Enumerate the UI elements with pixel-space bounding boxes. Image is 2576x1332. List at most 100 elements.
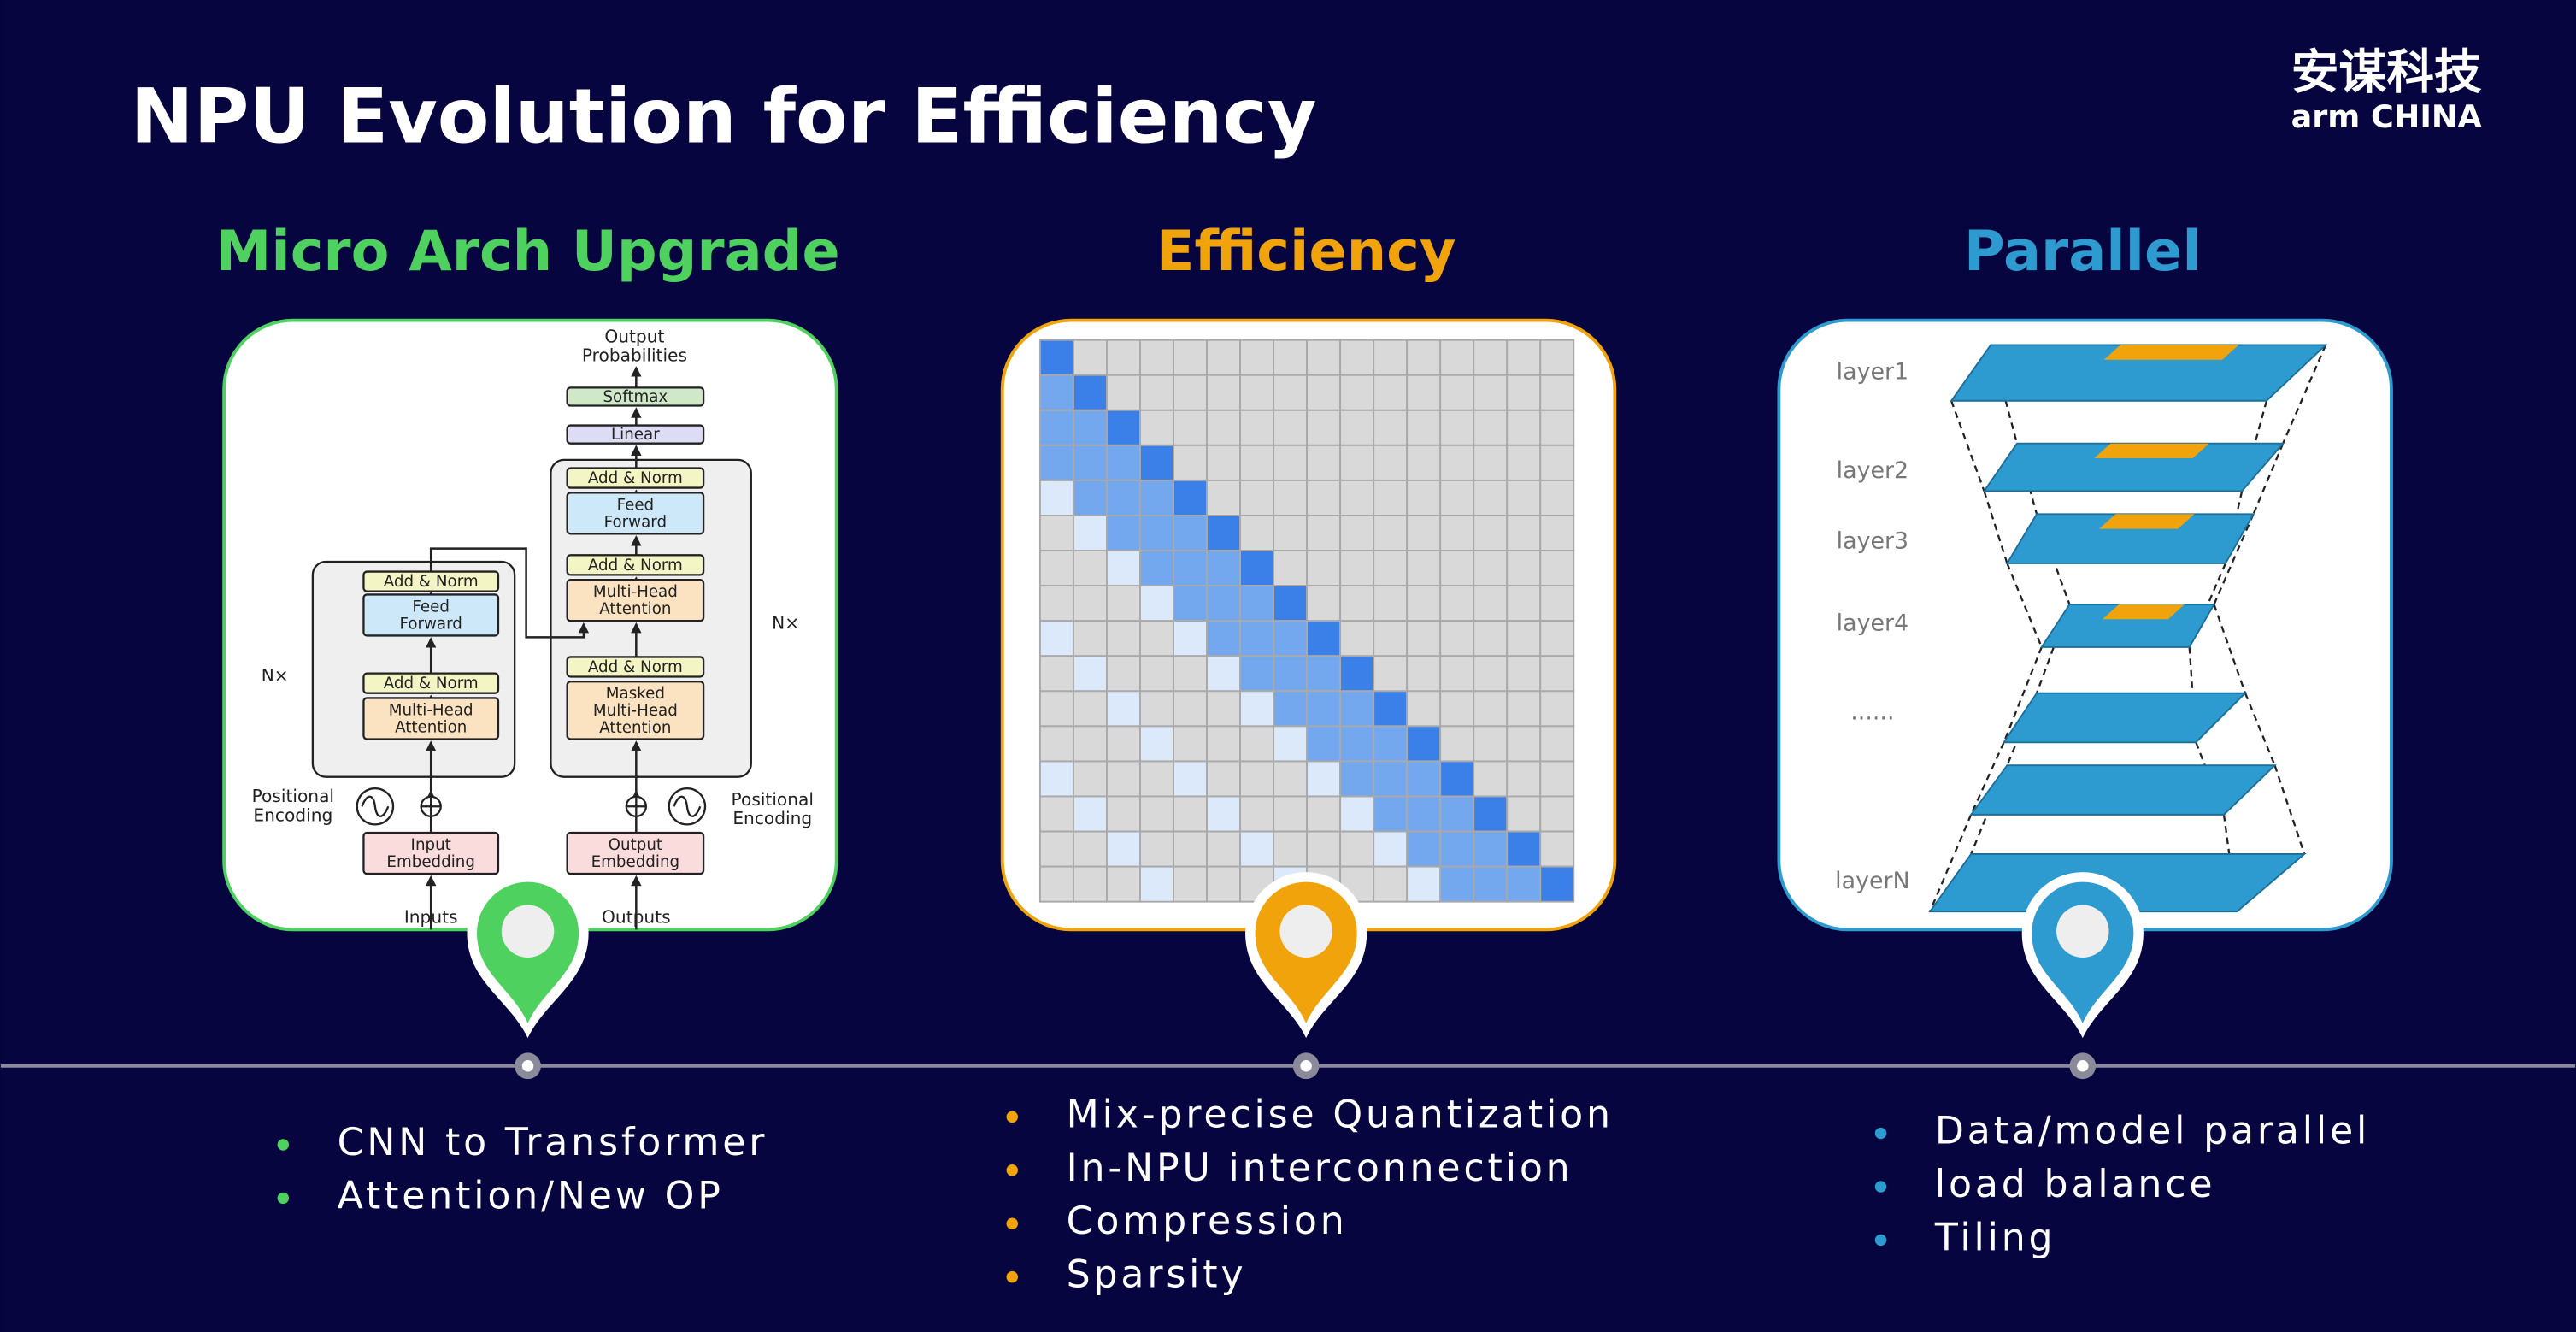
matrix-cell [1539, 620, 1575, 657]
layer-plane [1969, 764, 2277, 816]
matrix-cell [1539, 339, 1575, 376]
matrix-cell [1206, 655, 1242, 693]
matrix-cell [1038, 515, 1074, 552]
matrix-cell [1173, 760, 1208, 798]
diagram-box [362, 570, 500, 592]
diagram-label-line: Forward [604, 513, 667, 531]
bullet-text: In-NPU interconnection [1067, 1146, 1573, 1190]
matrix-cell [1539, 795, 1575, 833]
matrix-cell [1105, 585, 1141, 622]
matrix-cell [1038, 725, 1074, 763]
matrix-cell [1105, 690, 1141, 728]
diagram-label-line: Output [609, 836, 662, 854]
matrix-cell [1373, 585, 1409, 622]
matrix-cell [1473, 760, 1509, 798]
column-title: Parallel [1964, 219, 2202, 284]
matrix-cell [1072, 550, 1108, 587]
matrix-cell [1373, 515, 1409, 552]
matrix-cell [1373, 550, 1409, 587]
layer-connector [1929, 814, 1973, 912]
matrix-cell [1105, 339, 1141, 376]
matrix-cell [1506, 585, 1542, 622]
matrix-cell [1206, 795, 1242, 833]
layer-connector [1970, 741, 2005, 816]
matrix-cell [1173, 620, 1208, 657]
add-icon-cross [626, 796, 646, 816]
matrix-cell [1373, 655, 1409, 693]
matrix-cell [1339, 690, 1375, 728]
matrix-cell [1038, 620, 1074, 657]
matrix-cell [1273, 620, 1309, 657]
layer-connector [2244, 693, 2276, 766]
diagram-label: Add & Norm [384, 675, 479, 693]
matrix-cell [1173, 550, 1208, 587]
matrix-cell [1306, 444, 1342, 481]
matrix-cell [1339, 830, 1375, 868]
layer-connector [2213, 513, 2255, 605]
diagram-label: Linear [611, 426, 660, 444]
matrix-cell [1439, 444, 1475, 481]
layer-tile [2103, 345, 2239, 360]
layer-tile [2099, 514, 2195, 529]
matrix-cell [1306, 479, 1342, 516]
matrix-cell [1105, 760, 1141, 798]
matrix-cell [1173, 374, 1208, 411]
diagram-label: Positional Encoding [252, 786, 334, 825]
timeline-dot-center [521, 1060, 534, 1072]
matrix-cell [1539, 515, 1575, 552]
diagram-label: Add & Norm [588, 557, 683, 575]
matrix-cell [1273, 444, 1309, 481]
matrix-cell [1439, 830, 1475, 868]
arrow [429, 547, 590, 639]
matrix-cell [1339, 585, 1375, 622]
matrix-cell [1173, 830, 1208, 868]
layer-connector [2282, 344, 2327, 445]
matrix-cell [1239, 830, 1275, 868]
matrix-cell [1105, 655, 1141, 693]
diagram-box [362, 593, 500, 637]
matrix-cell [1473, 725, 1509, 763]
diagram-box [566, 492, 705, 535]
layer-connector [2252, 443, 2285, 515]
diagram-label-line: Embedding [386, 853, 475, 871]
matrix-cell [1173, 655, 1208, 693]
matrix-cell [1239, 760, 1275, 798]
layer-label: layer3 [1837, 527, 1909, 554]
matrix-cell [1105, 444, 1141, 481]
matrix-cell [1473, 479, 1509, 516]
matrix-cell [1239, 479, 1275, 516]
matrix-cell [1439, 725, 1475, 763]
matrix-cell [1072, 515, 1108, 552]
logo-english: arm CHINA [2291, 98, 2483, 135]
matrix-cell [1239, 585, 1275, 622]
matrix-cell [1038, 444, 1074, 481]
diagram-box [566, 424, 705, 445]
bullet-text: load balance [1935, 1163, 2215, 1206]
matrix-cell [1273, 725, 1309, 763]
slide-title: NPU Evolution for Efficiency [131, 73, 1317, 161]
matrix-cell [1173, 690, 1208, 728]
matrix-cell [1038, 585, 1074, 622]
matrix-cell [1239, 339, 1275, 376]
matrix-cell [1239, 655, 1275, 693]
timeline-dot-center [1300, 1060, 1312, 1072]
matrix-cell [1139, 585, 1174, 622]
matrix-cell [1038, 690, 1074, 728]
matrix-cell [1539, 830, 1575, 868]
matrix-cell [1306, 830, 1342, 868]
diagram-label: Multi-Head Attention [389, 701, 473, 736]
diagram-label-line: Multi-Head [593, 583, 678, 601]
matrix-cell [1439, 409, 1475, 446]
matrix-cell [1473, 585, 1509, 622]
layer-plane [1928, 853, 2307, 913]
matrix-cell [1373, 620, 1409, 657]
matrix-cell [1105, 515, 1141, 552]
diagram-box [566, 656, 705, 678]
matrix-cell [1206, 690, 1242, 728]
matrix-cell [1206, 620, 1242, 657]
diagram-label: Outputs [602, 906, 671, 927]
bullet-text: Data/model parallel [1935, 1110, 2370, 1153]
matrix-cell [1506, 795, 1542, 833]
layer-connector [2188, 563, 2226, 648]
matrix-cell [1105, 725, 1141, 763]
